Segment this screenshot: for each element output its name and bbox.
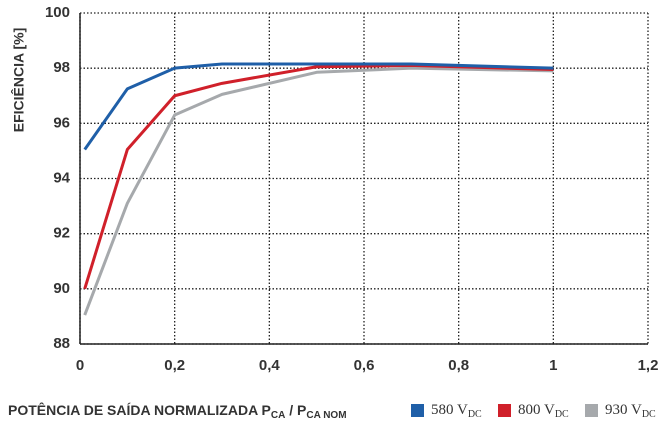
legend-swatch xyxy=(585,404,598,417)
legend-name: 930 V xyxy=(605,402,642,418)
y-tick-label: 100 xyxy=(45,4,70,21)
x-tick-label: 0,4 xyxy=(259,357,281,374)
x-tick-label: 0,6 xyxy=(354,357,375,374)
y-tick-label: 90 xyxy=(53,280,70,297)
x-label-sub: CA xyxy=(271,410,285,421)
legend-sub: DC xyxy=(642,409,656,420)
x-label-main: POTÊNCIA DE SAÍDA NORMALIZADA P xyxy=(8,401,271,418)
legend-name: 580 V xyxy=(431,402,468,418)
legend-name: 800 V xyxy=(518,402,555,418)
x-axis-label: POTÊNCIA DE SAÍDA NORMALIZADA PCA / PCA … xyxy=(8,401,347,421)
y-tick-label: 88 xyxy=(53,335,70,352)
legend-label: 930 VDC xyxy=(605,402,656,420)
legend-swatch xyxy=(411,404,424,417)
legend-sub: DC xyxy=(555,409,569,420)
series-line xyxy=(85,68,554,315)
series-line xyxy=(85,64,554,150)
y-axis-label: EFICIÊNCIA [%] xyxy=(10,28,27,132)
legend-label: 800 VDC xyxy=(518,402,569,420)
y-tick-label: 96 xyxy=(53,114,70,131)
y-tick-label: 98 xyxy=(53,59,70,76)
x-tick-label: 1,2 xyxy=(638,357,659,374)
x-label-mid: / P xyxy=(285,402,306,418)
x-tick-label: 1 xyxy=(549,357,557,374)
legend-sub: DC xyxy=(468,409,482,420)
y-tick-label: 92 xyxy=(53,225,70,242)
x-label-sub2: CA NOM xyxy=(306,410,346,421)
y-tick-label: 94 xyxy=(53,169,70,186)
x-tick-label: 0,2 xyxy=(164,357,185,374)
chart: EFICIÊNCIA [%] POTÊNCIA DE SAÍDA NORMALI… xyxy=(0,0,663,431)
x-tick-label: 0,8 xyxy=(448,357,469,374)
series-line xyxy=(85,65,554,288)
x-tick-label: 0 xyxy=(76,357,84,374)
legend-swatch xyxy=(498,404,511,417)
legend-label: 580 VDC xyxy=(431,402,482,420)
